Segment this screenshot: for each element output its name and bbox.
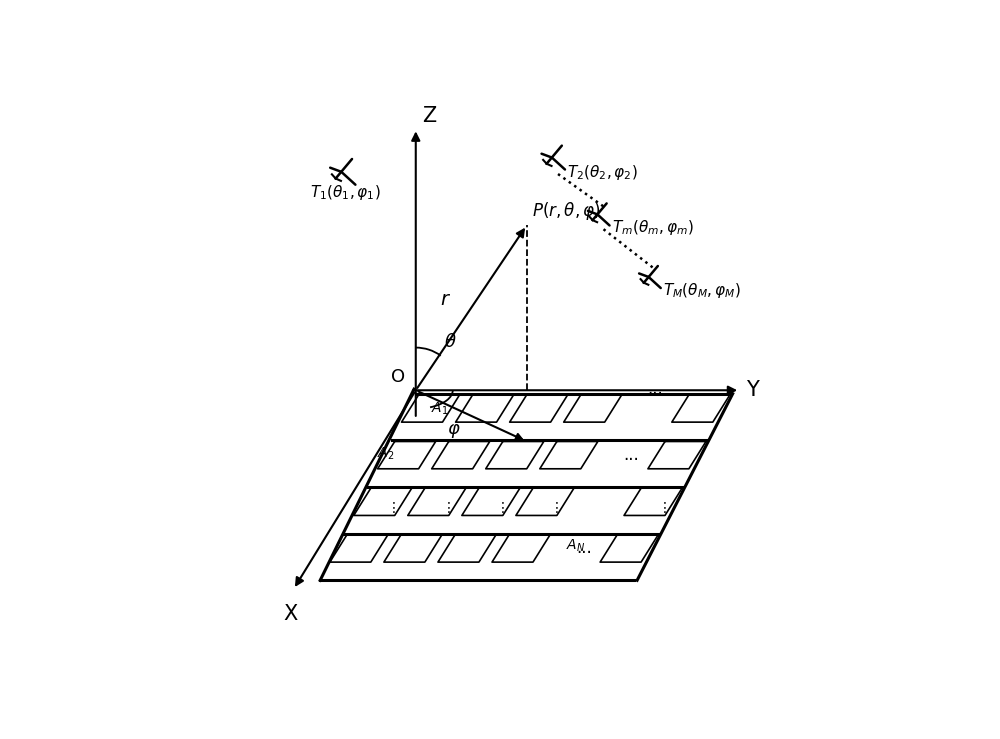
Text: X: X [283, 604, 298, 624]
Text: $A_2$: $A_2$ [377, 446, 394, 463]
Text: O: O [391, 368, 406, 386]
Text: $\vdots$: $\vdots$ [441, 500, 450, 514]
Text: ...: ... [647, 380, 663, 398]
Text: Z: Z [423, 106, 437, 126]
Text: $\vdots$: $\vdots$ [495, 500, 504, 514]
Text: $P(r,\theta,\varphi)$: $P(r,\theta,\varphi)$ [532, 200, 601, 222]
Text: $\theta$: $\theta$ [444, 333, 457, 351]
Text: ...: ... [624, 446, 639, 464]
Text: Y: Y [746, 381, 759, 401]
Text: $T_1(\theta_1,\varphi_1)$: $T_1(\theta_1,\varphi_1)$ [310, 183, 381, 202]
Text: $\vdots$: $\vdots$ [549, 500, 558, 514]
Text: $r$: $r$ [440, 290, 451, 309]
Text: $T_2(\theta_2,\varphi_2)$: $T_2(\theta_2,\varphi_2)$ [567, 163, 637, 182]
Text: ...: ... [576, 539, 592, 557]
Text: $\vdots$: $\vdots$ [657, 500, 666, 514]
Text: $T_m(\theta_m,\varphi_m)$: $T_m(\theta_m,\varphi_m)$ [612, 219, 694, 237]
Text: $A_N$: $A_N$ [566, 538, 585, 554]
Text: $\vdots$: $\vdots$ [386, 500, 396, 514]
Text: $A_1$: $A_1$ [431, 401, 448, 417]
Text: $\varphi$: $\varphi$ [447, 421, 461, 440]
Text: $T_M(\theta_M,\varphi_M)$: $T_M(\theta_M,\varphi_M)$ [663, 281, 741, 300]
